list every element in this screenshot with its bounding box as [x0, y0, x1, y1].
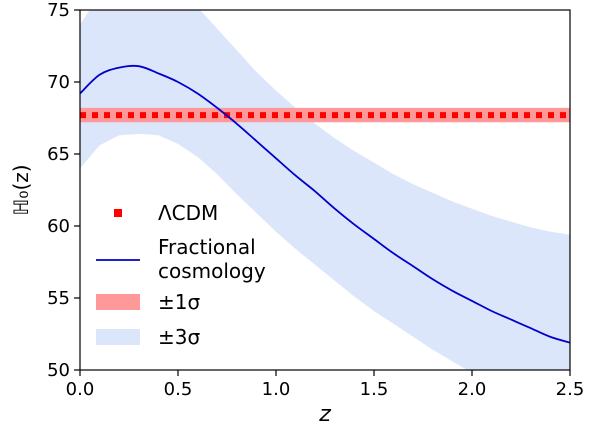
legend-swatch: [96, 294, 140, 310]
x-tick-label: 2.5: [556, 379, 585, 400]
confidence-bands: [80, 10, 570, 370]
legend-label: ±3σ: [158, 325, 200, 349]
y-axis-ticks: 50 55 60 65 70 75: [47, 0, 80, 381]
legend-label: ±1σ: [158, 290, 200, 314]
x-tick-label: 0.5: [164, 379, 193, 400]
y-tick-label: 65: [47, 144, 70, 165]
legend-label: ΛCDM: [158, 201, 218, 225]
legend-item: ±1σ: [96, 290, 200, 314]
band-3sigma: [80, 10, 570, 370]
x-tick-label: 2.0: [458, 379, 487, 400]
x-axis-label: z: [318, 402, 331, 427]
legend-item: ±3σ: [96, 325, 200, 349]
y-tick-label: 50: [47, 360, 70, 381]
x-tick-label: 0.0: [66, 379, 95, 400]
legend-swatch: [114, 209, 122, 217]
legend-label: cosmology: [158, 259, 266, 283]
x-axis-ticks: 0.0 0.5 1.0 1.5 2.0 2.5: [66, 370, 585, 400]
legend-swatch: [96, 329, 140, 345]
legend-item: ΛCDM: [114, 201, 218, 225]
plot-frame: [79, 9, 571, 371]
legend-label: Fractional: [158, 235, 256, 259]
y-tick-label: 75: [47, 0, 70, 21]
series-lines: [80, 64, 570, 344]
x-tick-label: 1.0: [262, 379, 291, 400]
y-tick-label: 70: [47, 72, 70, 93]
fractional-cosmology-line: [80, 64, 570, 344]
y-tick-label: 55: [47, 288, 70, 309]
y-axis-label: ℍ₀(z): [9, 164, 33, 215]
y-tick-label: 60: [47, 216, 70, 237]
x-tick-label: 1.5: [360, 379, 389, 400]
